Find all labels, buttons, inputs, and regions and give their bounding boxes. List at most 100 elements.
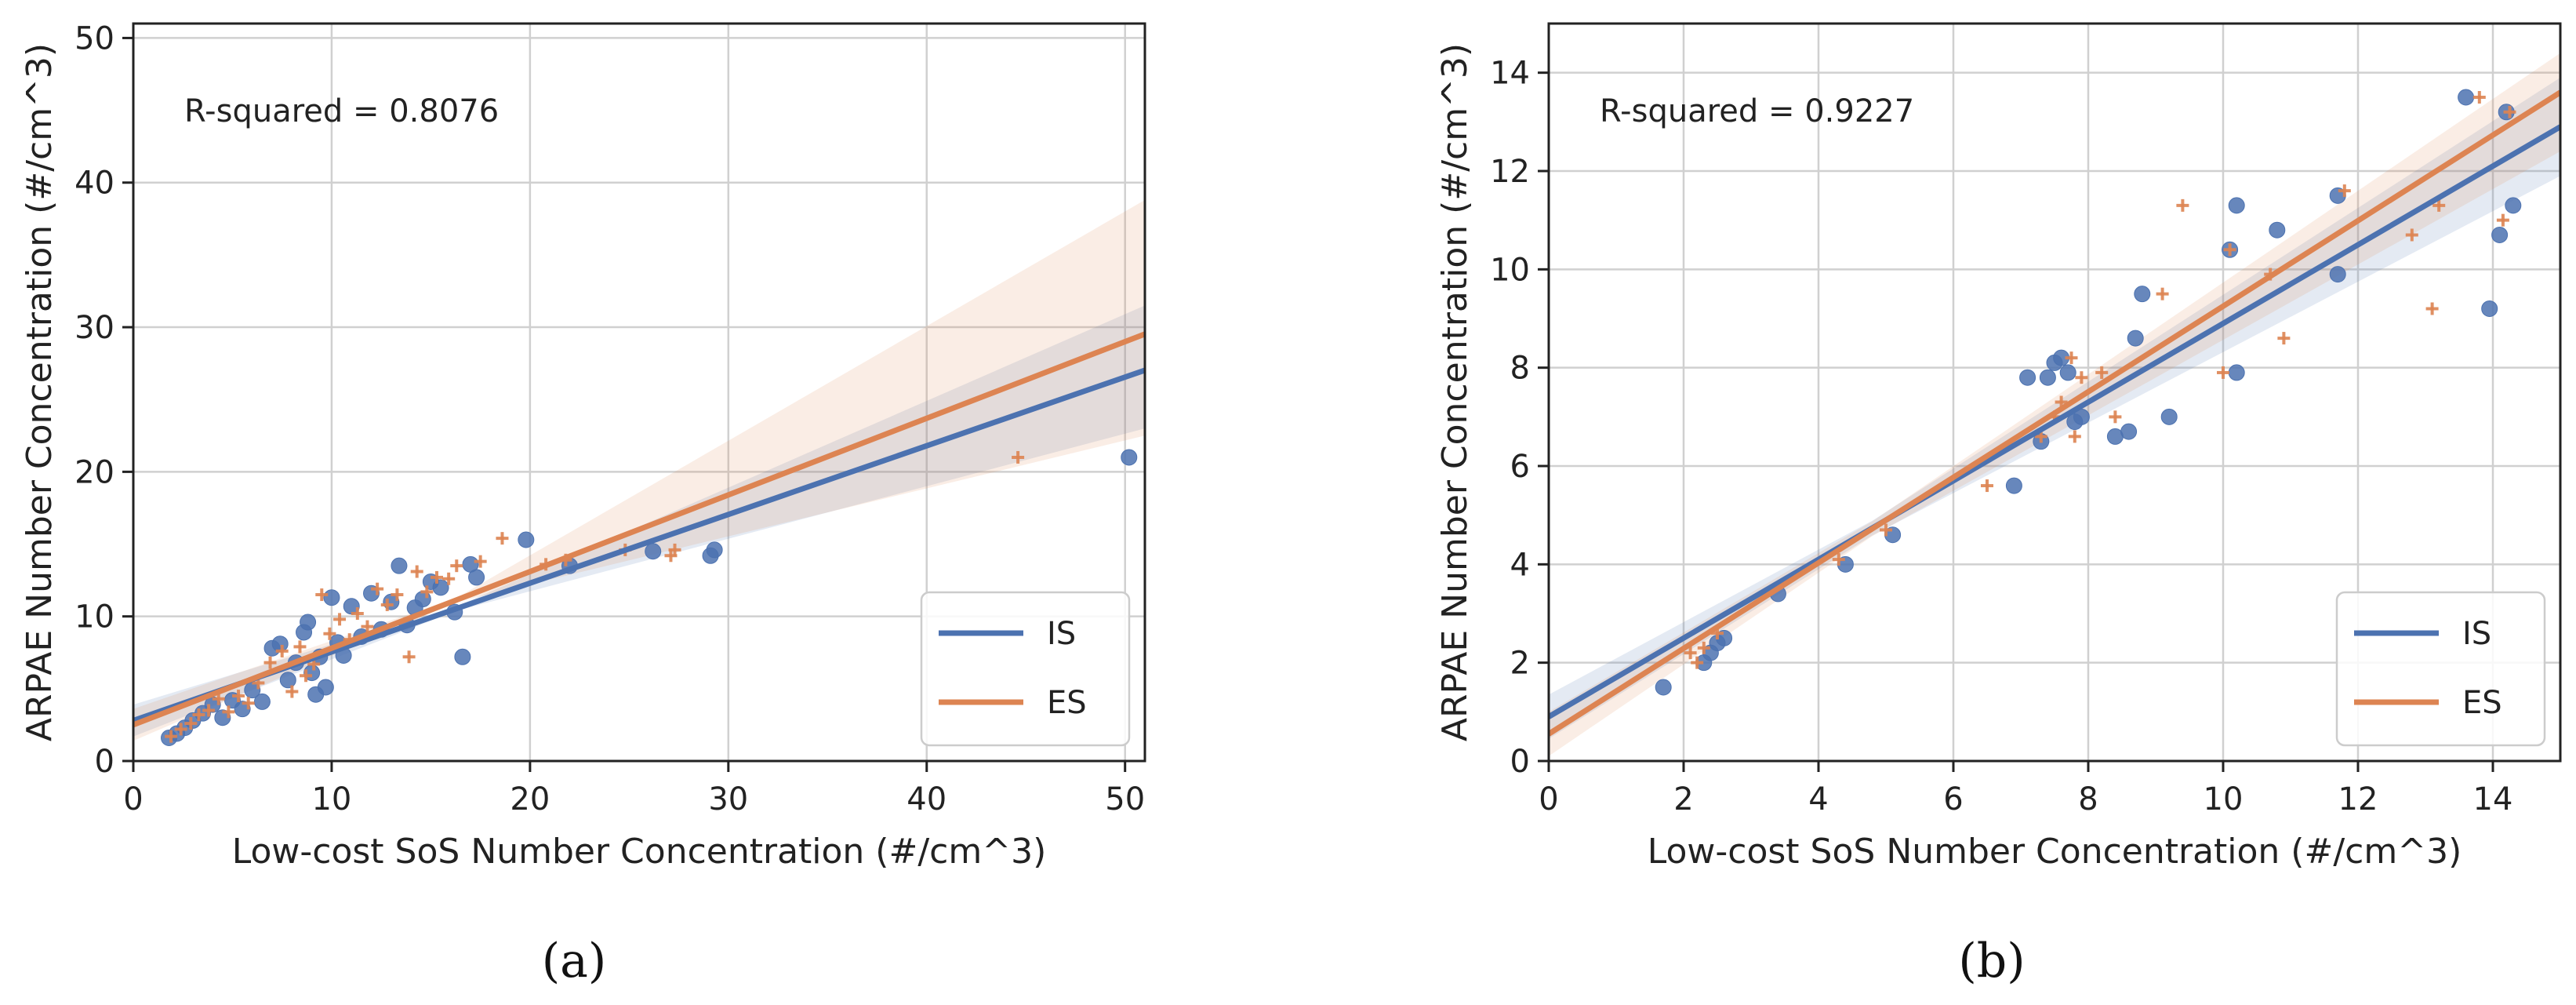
y-tick-label: 4 [1510,547,1530,583]
y-tick-label: 8 [1510,351,1530,387]
data-point-is [706,541,723,559]
data-point-es [263,656,277,669]
data-point-es [1697,641,1710,654]
x-tick-label: 2 [1673,781,1693,817]
x-tick-label: 0 [123,781,143,817]
data-point-es [222,705,235,719]
y-tick-label: 30 [74,310,114,346]
plot-frame [132,22,1146,763]
data-point-is [391,557,408,574]
x-tick-label: 0 [1539,781,1558,817]
data-point-es [275,644,289,657]
data-point-es [315,588,329,602]
y-tick-label: 0 [1510,744,1530,780]
data-point-es [2095,366,2109,379]
x-tick-label: 6 [1943,781,1963,817]
data-point-is [253,693,271,710]
data-point-es [174,723,187,736]
data-point-is [454,648,471,665]
data-point-es [2176,198,2189,212]
x-tick-label: 50 [1105,781,1145,817]
y-tick-label: 0 [95,744,114,780]
data-point-is [271,635,289,653]
data-point-es [402,650,416,664]
y-axis-label: ARPAE Number Concentration (#/cm^3) [1435,43,1475,741]
data-point-is [2329,266,2346,283]
data-point-es [2432,198,2446,212]
data-point-is [2160,408,2178,425]
y-tick-label: 10 [1490,252,1530,288]
legend-box [2335,591,2546,747]
data-point-es [2075,371,2088,384]
data-point-es [184,717,198,730]
data-point-es [165,730,178,743]
data-point-is [317,679,334,696]
data-point-es [2425,302,2439,315]
y-tick-label: 14 [1490,56,1530,92]
data-point-is [645,543,662,560]
y-tick-label: 6 [1510,449,1530,485]
data-point-es [1012,450,1025,464]
data-point-is [2059,364,2076,381]
data-point-es [1880,523,1892,537]
data-point-is [2505,197,2522,214]
y-tick-label: 2 [1510,646,1530,682]
confidence-band-es [1549,53,2560,756]
data-point-es [192,708,205,722]
data-point-is [214,709,231,726]
data-point-es [2496,213,2509,227]
data-point-es [2068,430,2081,443]
data-point-is [2228,364,2245,381]
data-point-es [1684,646,1697,660]
data-point-es [496,532,509,545]
data-point-es [242,697,255,710]
regression-line-is [1549,124,2560,719]
legend: IS ES [920,591,1131,747]
data-point-es [2223,243,2236,257]
data-point-es [431,570,443,584]
panel-label: (b) [1958,934,2025,989]
data-point-es [232,690,245,703]
data-point-is [300,614,317,631]
regression-line-es [133,331,1145,728]
data-point-is [468,569,485,586]
legend: IS ES [2335,591,2546,747]
data-point-es [2065,351,2078,365]
data-point-es [391,588,404,602]
data-point-is [234,701,251,718]
x-tick-label: 14 [2473,781,2513,817]
panel-label: (a) [542,934,607,989]
y-tick-label: 40 [74,166,114,202]
data-point-es [2503,105,2516,118]
x-tick-label: 10 [2204,781,2244,817]
legend-box [920,591,1131,747]
legend-label-es: ES [2462,685,2502,721]
x-tick-label: 4 [1808,781,1828,817]
data-point-es [1691,656,1704,669]
data-point-is [279,672,296,689]
data-point-es [333,613,347,626]
r-squared-annotation: R-squared = 0.9227 [1600,93,1914,129]
y-tick-label: 50 [74,20,114,56]
data-point-is [2120,423,2138,440]
x-tick-label: 20 [510,781,550,817]
data-point-es [1832,553,1845,566]
r-squared-annotation: R-squared = 0.8076 [184,93,499,129]
data-point-is [2019,369,2036,386]
data-point-es [2217,366,2229,379]
data-point-es [293,640,307,654]
data-point-is [2458,89,2475,106]
data-point-is [1655,679,1672,696]
data-point-es [2472,91,2486,104]
data-point-es [361,620,374,633]
data-point-es [410,565,423,578]
chart-panel-a: 0 10 20 30 40 50 0 10 20 30 40 50 Low-cost SoS Numbe… [20,20,1146,989]
data-point-is [2127,330,2144,347]
data-point-is [2481,300,2498,317]
data-point-is [2134,286,2151,303]
data-point-es [474,555,487,568]
data-point-is [2039,369,2056,386]
x-tick-label: 8 [2078,781,2098,817]
data-point-es [371,582,384,595]
